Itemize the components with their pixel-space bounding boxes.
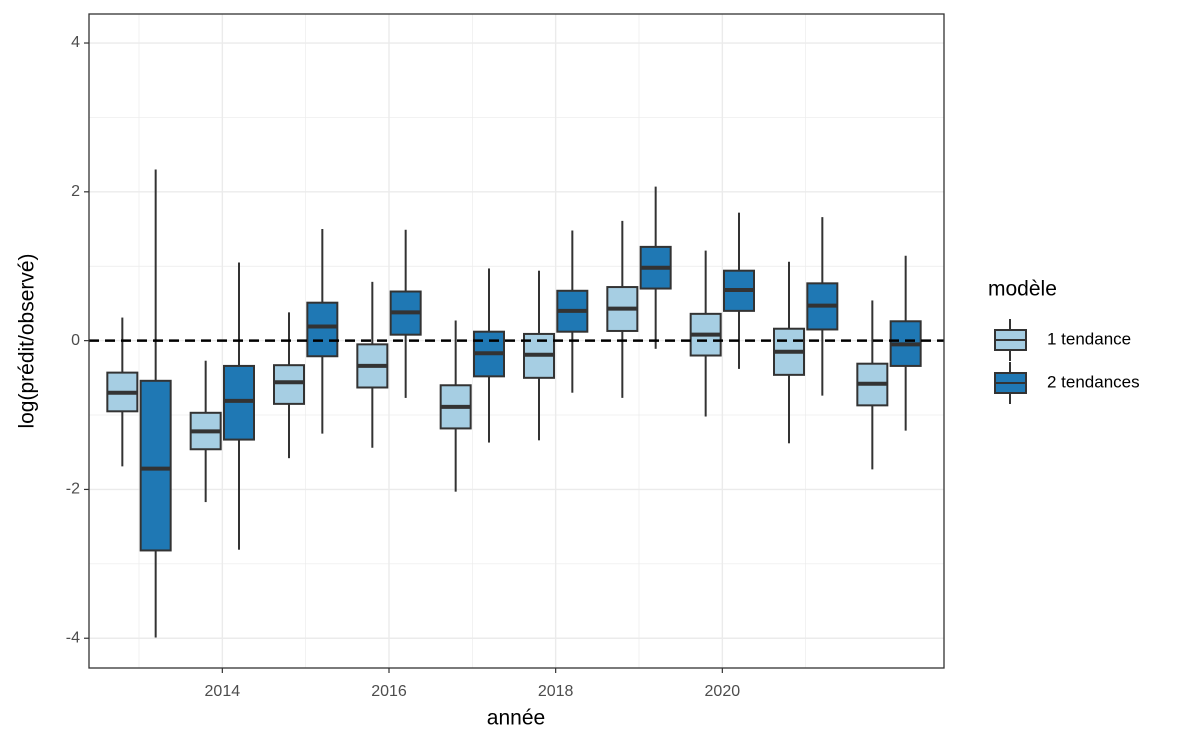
x-axis-title: année xyxy=(487,707,545,730)
legend-label: 2 tendances xyxy=(1047,372,1140,391)
x-tick-label: 2018 xyxy=(538,683,574,700)
y-tick-label: -4 xyxy=(66,629,80,646)
y-tick-label: 4 xyxy=(71,34,80,51)
legend-title: modèle xyxy=(988,278,1057,301)
x-tick-label: 2014 xyxy=(205,683,241,700)
legend-label: 1 tendance xyxy=(1047,329,1131,348)
x-tick-label: 2016 xyxy=(371,683,407,700)
y-tick-label: 0 xyxy=(71,332,80,349)
y-axis-title: log(prédit/observé) xyxy=(16,253,39,428)
box xyxy=(306,301,339,358)
y-tick-label: -2 xyxy=(66,481,80,498)
x-tick-label: 2020 xyxy=(705,683,741,700)
y-tick-label: 2 xyxy=(71,183,80,200)
box xyxy=(273,364,305,405)
box xyxy=(139,379,172,552)
